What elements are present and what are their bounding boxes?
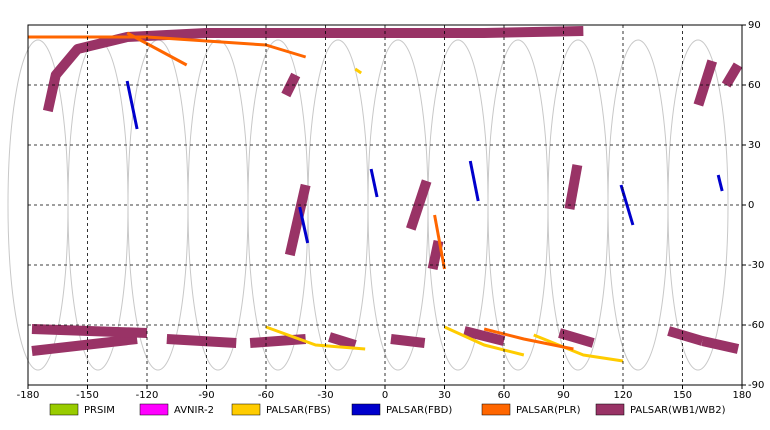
swath: [558, 328, 595, 348]
swath: [427, 239, 444, 271]
x-tick-label: 120: [613, 390, 632, 401]
orbit-track: [667, 39, 729, 371]
swath: [564, 164, 583, 210]
x-tick-label: -90: [198, 390, 214, 401]
swath: [433, 214, 446, 270]
swath: [701, 336, 740, 354]
x-tick-label: 0: [382, 390, 388, 401]
plot-frame: [27, 24, 743, 386]
swath: [284, 183, 311, 257]
swath: [126, 31, 188, 67]
x-tick-label: 90: [557, 390, 570, 401]
swath: [166, 334, 237, 348]
y-tick-label: 90: [748, 20, 761, 31]
y-tick-label: 30: [748, 140, 761, 151]
swath: [533, 333, 624, 363]
legend-swatch: [351, 403, 381, 416]
legend-swatch: [49, 403, 79, 416]
legend-label: PALSAR(FBS): [266, 405, 331, 416]
swath: [468, 160, 480, 202]
swath: [31, 324, 148, 338]
swath: [369, 168, 379, 198]
legend-label: PALSAR(WB1/WB2): [630, 405, 726, 416]
x-tick-label: 30: [438, 390, 451, 401]
legend-label: AVNIR-2: [174, 405, 214, 416]
swath: [483, 327, 574, 351]
legend-label: PRSIM: [84, 405, 115, 416]
x-tick-label: -150: [76, 390, 99, 401]
swath: [619, 184, 635, 226]
swath: [667, 326, 704, 346]
swath: [125, 80, 139, 130]
legend-swatch: [231, 403, 261, 416]
swath: [443, 325, 525, 357]
swath: [390, 334, 426, 348]
y-tick-label: 0: [748, 200, 754, 211]
x-tick-label: 180: [732, 390, 751, 401]
swath: [693, 59, 718, 107]
swath: [463, 326, 506, 346]
x-tick-label: 60: [498, 390, 511, 401]
swath: [298, 206, 310, 244]
x-tick-label: -180: [17, 390, 40, 401]
x-tick-label: -60: [258, 390, 274, 401]
legend-swatch: [139, 403, 169, 416]
swath: [721, 62, 743, 88]
x-tick-label: -30: [317, 390, 333, 401]
swath: [249, 334, 307, 348]
legend-label: PALSAR(PLR): [516, 405, 581, 416]
x-tick-label: 150: [673, 390, 692, 401]
y-tick-label: -30: [748, 260, 764, 271]
swath: [31, 334, 138, 356]
y-tick-label: -60: [748, 320, 764, 331]
swath: [281, 72, 301, 98]
swath: [327, 332, 357, 350]
swath: [354, 67, 363, 75]
legend-swatch: [481, 403, 511, 416]
legend-swatch: [595, 403, 625, 416]
legend-label: PALSAR(FBD): [386, 405, 452, 416]
x-tick-label: -120: [136, 390, 159, 401]
y-tick-label: 60: [748, 80, 761, 91]
swath: [265, 325, 366, 351]
y-tick-label: -90: [748, 380, 764, 391]
swath: [716, 174, 724, 192]
